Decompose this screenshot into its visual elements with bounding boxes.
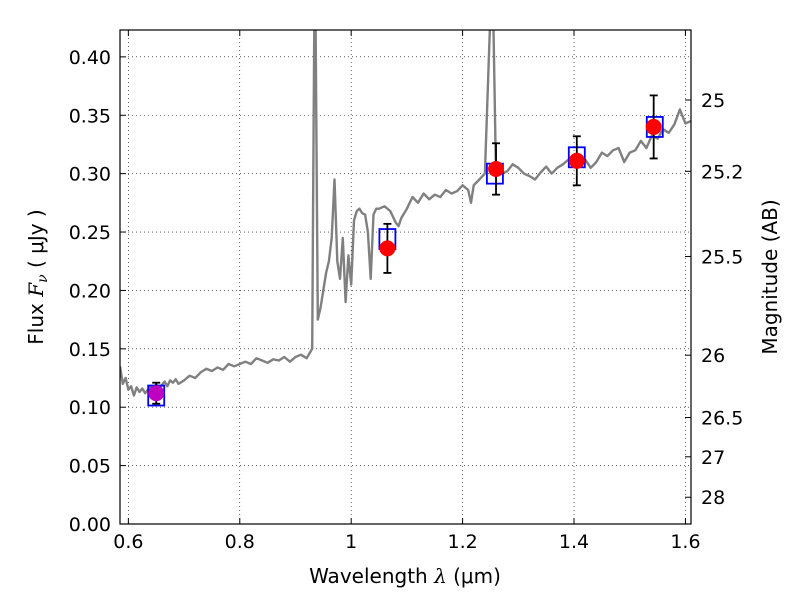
plot-area: [120, 30, 691, 407]
y2-tick-label: 27: [701, 447, 725, 469]
observed-point: [568, 152, 585, 169]
x-tick-label: 1.6: [670, 531, 700, 553]
y-tick-label: 0.30: [69, 164, 111, 186]
y-tick-label: 0.25: [69, 222, 111, 244]
optical-point: [148, 385, 165, 402]
observed-point: [379, 240, 396, 257]
axis-ticks: 0.6 0.8 1 1.2 1.4 1.6 0.00 0.05 0.10 0.15 0.20 0.25…: [69, 30, 743, 553]
observed-point: [488, 160, 505, 177]
y2-axis-title: Magnitude (AB): [758, 199, 782, 354]
y2-tick-label: 25.2: [701, 161, 743, 183]
y-tick-label: 0.10: [69, 397, 111, 419]
grid-lines: [120, 30, 691, 525]
x-tick-label: 1.2: [447, 531, 477, 553]
y2-tick-label: 26.5: [701, 407, 743, 429]
y-tick-label: 0.35: [69, 105, 111, 127]
y-axis-title: Flux Fν ( μJy ): [24, 209, 51, 344]
y-tick-label: 0.00: [69, 514, 111, 536]
spectrum-line: [120, 30, 691, 397]
y-tick-label: 0.40: [69, 47, 111, 69]
plot-frame: [119, 29, 692, 525]
y-tick-label: 0.15: [69, 339, 111, 361]
x-tick-label: 0.8: [225, 531, 255, 553]
observed-point: [645, 118, 662, 135]
y-tick-label: 0.20: [69, 280, 111, 302]
y2-tick-label: 25.5: [701, 246, 743, 268]
y2-tick-label: 25: [701, 90, 725, 112]
y2-tick-label: 26: [701, 345, 725, 367]
x-axis-title: Wavelength λ (μm): [309, 564, 501, 588]
x-tick-label: 0.6: [113, 531, 143, 553]
y2-tick-label: 28: [701, 487, 725, 509]
x-tick-label: 1: [345, 531, 357, 553]
x-tick-label: 1.4: [559, 531, 589, 553]
y-tick-label: 0.05: [69, 456, 111, 478]
